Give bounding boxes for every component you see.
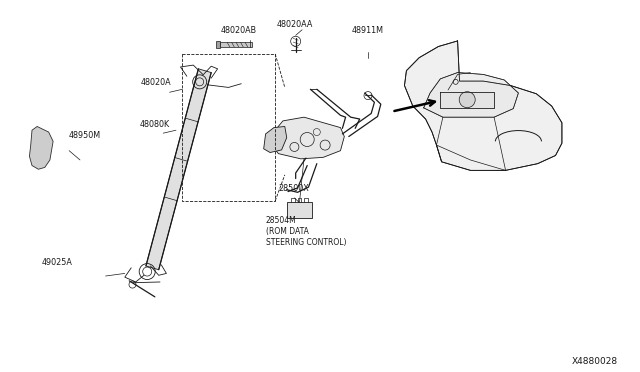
Polygon shape (29, 126, 53, 169)
Text: 48911M: 48911M (352, 26, 384, 35)
Text: 48950M: 48950M (69, 131, 101, 140)
Polygon shape (287, 202, 312, 218)
Circle shape (460, 92, 476, 108)
Text: 28504M
(ROM DATA
STEERING CONTROL): 28504M (ROM DATA STEERING CONTROL) (266, 216, 346, 247)
Text: X4880028: X4880028 (572, 357, 618, 366)
Polygon shape (264, 126, 287, 153)
Polygon shape (272, 117, 344, 159)
Polygon shape (404, 41, 562, 170)
Polygon shape (220, 42, 252, 47)
Text: 48020AA: 48020AA (276, 20, 313, 29)
Text: 48080K: 48080K (140, 121, 170, 129)
Text: 48020A: 48020A (141, 78, 172, 87)
Polygon shape (424, 73, 518, 117)
Polygon shape (440, 92, 494, 108)
Text: 49025A: 49025A (42, 258, 72, 267)
Polygon shape (216, 41, 220, 48)
Text: 48020AB: 48020AB (221, 26, 257, 35)
Polygon shape (146, 69, 211, 270)
Text: 28500X: 28500X (278, 185, 309, 193)
